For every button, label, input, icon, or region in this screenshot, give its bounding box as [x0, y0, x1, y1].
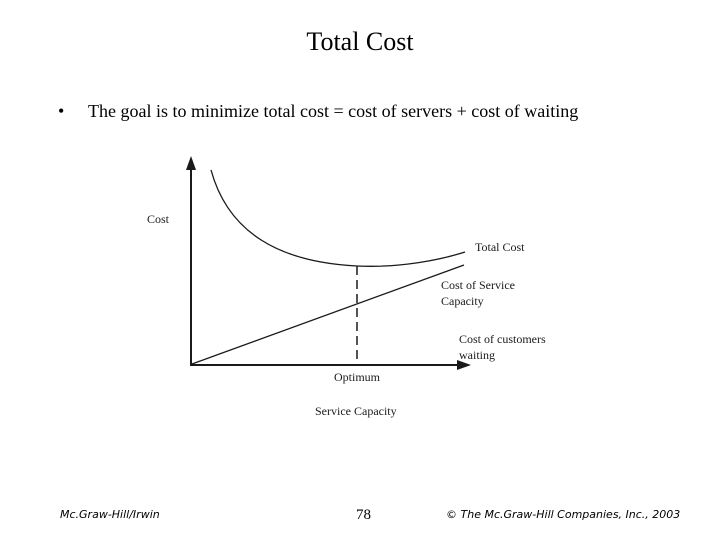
service-capacity-label-line1: Cost of Service — [441, 278, 515, 292]
bullet-text: The goal is to minimize total cost = cos… — [88, 101, 579, 121]
footer-publisher: Mc.Graw-Hill/Irwin — [60, 508, 160, 521]
y-axis-label: Cost — [147, 212, 170, 226]
footer-copyright: © The Mc.Graw-Hill Companies, Inc., 2003 — [446, 508, 681, 521]
y-axis-arrow-icon — [186, 156, 196, 170]
waiting-cost-label-line1: Cost of customers — [459, 332, 546, 346]
x-axis-arrow-icon — [457, 360, 471, 370]
service-capacity-label-line2: Capacity — [441, 294, 484, 308]
page-number: 78 — [356, 507, 371, 523]
total-cost-curve — [210, 169, 466, 267]
optimum-label: Optimum — [334, 370, 381, 384]
bullet-point: • The goal is to minimize total cost = co… — [58, 100, 698, 122]
x-axis-label: Service Capacity — [315, 404, 397, 418]
total-cost-label: Total Cost — [475, 240, 525, 254]
waiting-cost-label-line2: waiting — [459, 348, 495, 362]
service-capacity-cost-line — [191, 264, 465, 365]
slide-title: Total Cost — [306, 27, 414, 56]
bullet-dot-icon: • — [58, 101, 65, 121]
